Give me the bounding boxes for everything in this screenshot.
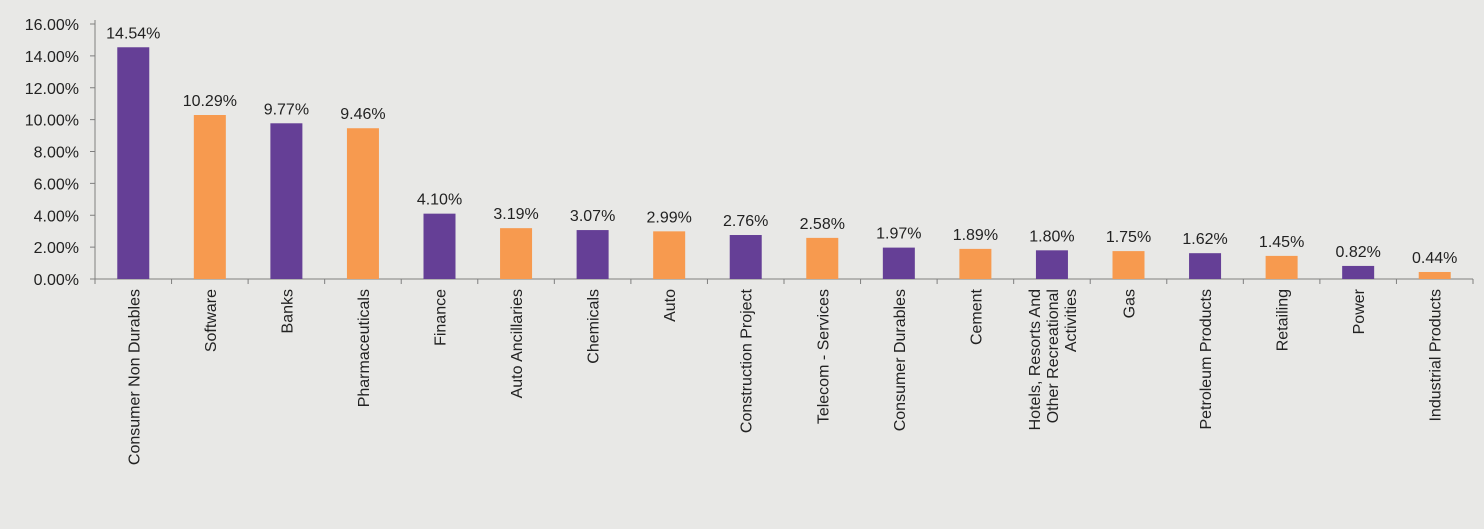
- data-label: 9.77%: [264, 101, 309, 118]
- category-label-line: Construction Project: [739, 288, 756, 433]
- category-label-line: Banks: [279, 289, 296, 333]
- category-label-line: Retailing: [1275, 289, 1292, 351]
- data-label: 1.89%: [953, 227, 998, 244]
- x-axis: [94, 278, 1474, 284]
- category-label: Telecom - Services: [815, 289, 832, 424]
- data-label: 1.80%: [1029, 228, 1074, 245]
- category-label: Power: [1351, 288, 1368, 334]
- data-label: 2.58%: [800, 216, 845, 233]
- category-label: Cement: [968, 288, 985, 345]
- category-label: Petroleum Products: [1198, 289, 1215, 430]
- y-tick-label: 16.00%: [25, 17, 79, 34]
- category-label-line: Consumer Non Durables: [126, 289, 143, 465]
- category-label-line: Telecom - Services: [815, 289, 832, 424]
- data-label: 3.19%: [493, 206, 538, 223]
- data-label: 1.75%: [1106, 229, 1151, 246]
- bar: [193, 115, 226, 279]
- category-label-line: Activities: [1063, 289, 1080, 352]
- bar: [882, 247, 915, 279]
- category-labels: Consumer Non Durables Software Banks Pharma…: [126, 288, 1444, 465]
- category-label: Gas: [1122, 289, 1139, 318]
- category-label: Auto: [662, 289, 679, 322]
- data-label: 9.46%: [340, 106, 385, 123]
- category-label-line: Consumer Durables: [892, 289, 909, 431]
- bar: [1342, 265, 1375, 279]
- category-label-line: Industrial Products: [1428, 289, 1445, 422]
- data-label: 2.99%: [646, 209, 691, 226]
- bar: [1418, 271, 1451, 279]
- data-label: 0.44%: [1412, 250, 1457, 267]
- bars: [117, 47, 1451, 280]
- category-label-line: Other Recreational: [1045, 289, 1062, 423]
- y-tick-label: 14.00%: [25, 49, 79, 66]
- category-label-line: Software: [203, 289, 220, 352]
- y-tick-label: 0.00%: [34, 272, 79, 289]
- y-axis: 0.00% 2.00% 4.00% 6.00% 8.00% 10.00% 12.00% 14.…: [25, 17, 96, 289]
- category-label-line: Petroleum Products: [1198, 289, 1215, 430]
- bar: [270, 123, 303, 280]
- category-label: Hotels, Resorts AndOther RecreationalAct…: [1027, 289, 1080, 430]
- category-label-line: Auto Ancillaries: [509, 289, 526, 398]
- category-label: Consumer Non Durables: [126, 289, 143, 465]
- category-label: Pharmaceuticals: [356, 289, 373, 407]
- category-label-line: Cement: [968, 288, 985, 345]
- y-tick-label: 12.00%: [25, 81, 79, 98]
- data-label: 2.76%: [723, 213, 768, 230]
- category-label: Consumer Durables: [892, 289, 909, 431]
- category-label: Chemicals: [586, 289, 603, 364]
- bar: [1035, 250, 1068, 279]
- bar: [117, 47, 150, 279]
- y-tick-label: 2.00%: [34, 240, 79, 257]
- category-label: Banks: [279, 289, 296, 333]
- bar: [653, 231, 686, 279]
- category-label: Auto Ancillaries: [509, 289, 526, 398]
- y-tick-label: 8.00%: [34, 145, 79, 162]
- category-label: Finance: [433, 289, 450, 346]
- category-label-line: Gas: [1122, 289, 1139, 318]
- bar: [1189, 253, 1222, 279]
- category-label: Construction Project: [739, 288, 756, 433]
- data-label: 3.07%: [570, 208, 615, 225]
- bar: [576, 230, 609, 279]
- bar: [729, 235, 762, 279]
- y-tick-label: 10.00%: [25, 113, 79, 130]
- data-label: 1.45%: [1259, 234, 1304, 251]
- category-label-line: Chemicals: [586, 289, 603, 364]
- category-label-line: Finance: [433, 289, 450, 346]
- data-label: 1.97%: [876, 226, 921, 243]
- bar: [1112, 251, 1145, 279]
- data-label: 10.29%: [183, 93, 237, 110]
- y-tick-label: 6.00%: [34, 176, 79, 193]
- bar: [423, 213, 456, 279]
- bar: [346, 128, 379, 279]
- data-label: 1.62%: [1182, 231, 1227, 248]
- data-label: 4.10%: [417, 192, 462, 209]
- category-label-line: Hotels, Resorts And: [1027, 289, 1044, 430]
- category-label-line: Pharmaceuticals: [356, 289, 373, 407]
- category-label: Software: [203, 289, 220, 352]
- bar: [500, 228, 533, 279]
- data-label: 0.82%: [1335, 244, 1380, 261]
- data-label: 14.54%: [106, 25, 160, 42]
- y-tick-label: 4.00%: [34, 208, 79, 225]
- bar: [1265, 255, 1298, 279]
- category-label: Industrial Products: [1428, 289, 1445, 422]
- category-label-line: Auto: [662, 289, 679, 322]
- category-label-line: Power: [1351, 288, 1368, 334]
- data-labels: 14.54% 10.29% 9.77% 9.46% 4.10% 3.19% 3.07% 2.9…: [106, 25, 1457, 267]
- category-label: Retailing: [1275, 289, 1292, 351]
- bar: [959, 248, 992, 279]
- bar: [806, 237, 839, 279]
